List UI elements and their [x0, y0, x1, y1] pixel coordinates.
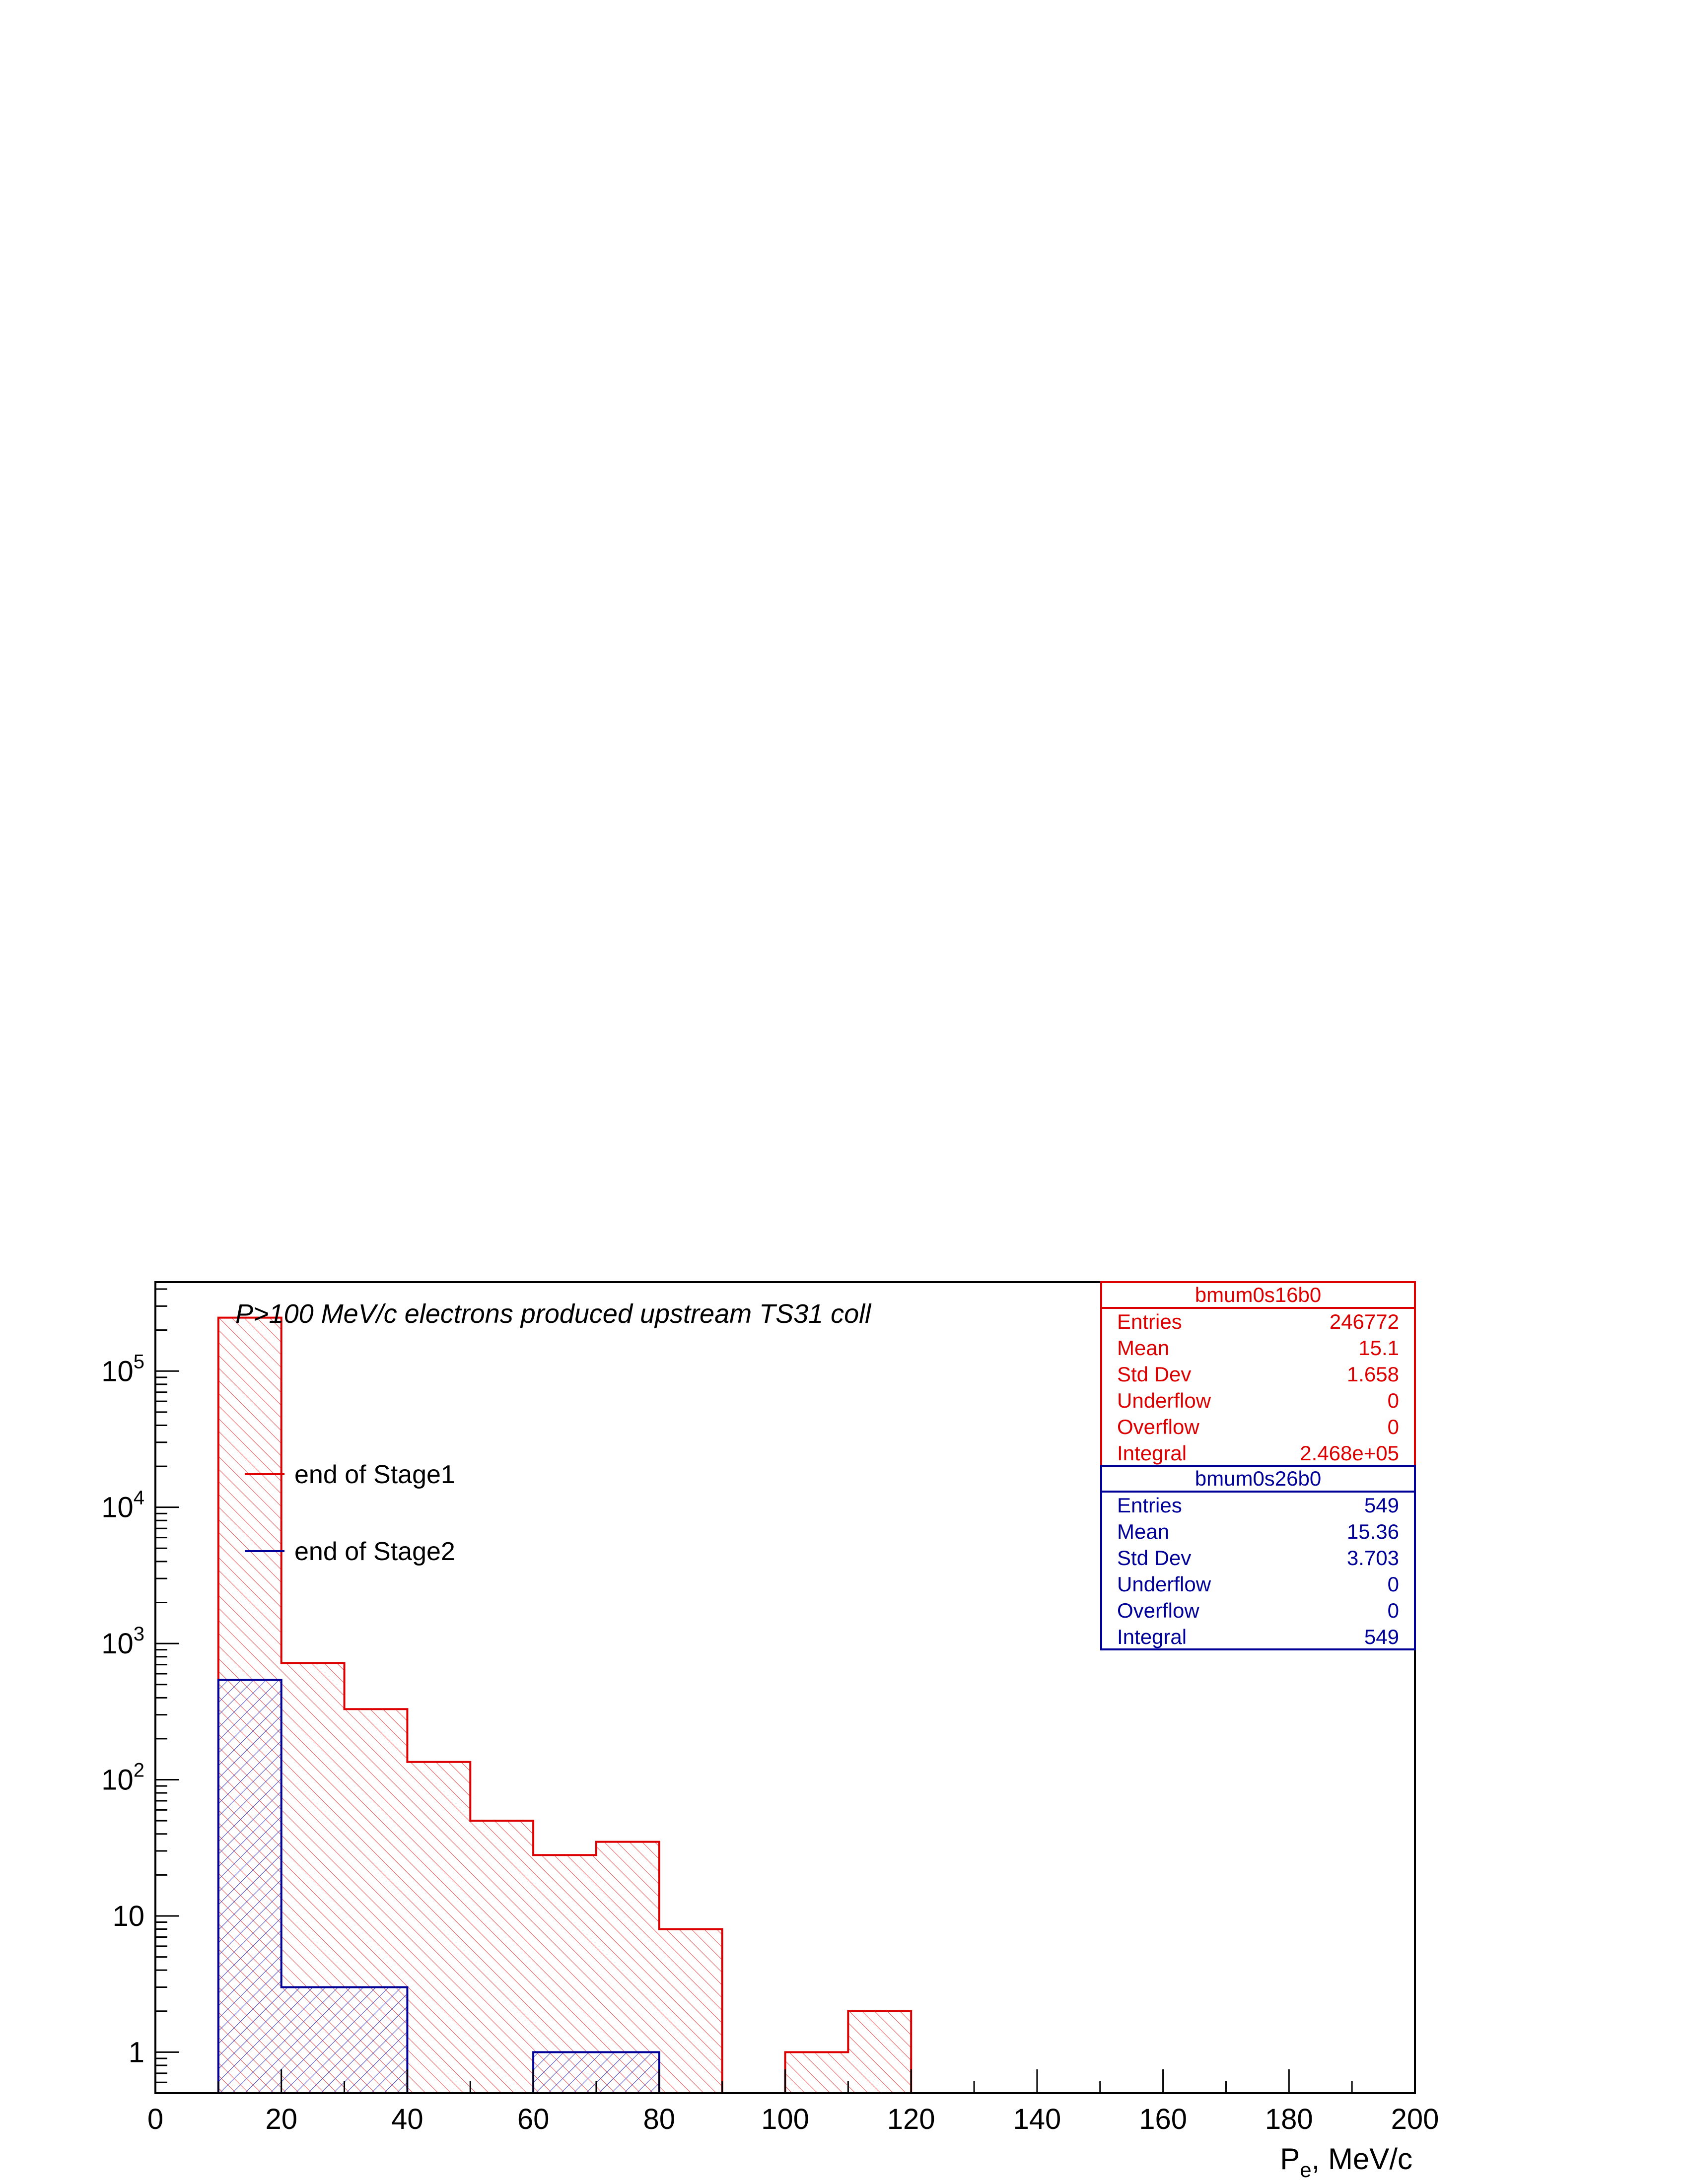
- stats-row-label: Mean: [1117, 1336, 1169, 1360]
- x-tick-label: 80: [643, 2103, 676, 2135]
- stats-row-value: 0: [1388, 1572, 1399, 1596]
- stats-row-label: Underflow: [1117, 1389, 1211, 1412]
- stats-row-label: Overflow: [1117, 1415, 1199, 1438]
- stats-row-value: 1.658: [1347, 1363, 1399, 1386]
- x-axis: 0 20 40 60 80 100 120 140 160 180 200: [147, 2069, 1439, 2135]
- stats-row-value: 549: [1364, 1625, 1399, 1648]
- stats-row-label: Entries: [1117, 1310, 1182, 1333]
- x-tick-label: 100: [761, 2103, 809, 2135]
- stats-row-label: Integral: [1117, 1625, 1187, 1648]
- y-axis: 1 10 102 103 104 105: [101, 1288, 179, 2094]
- y-tick-label: 103: [101, 1623, 144, 1660]
- stats-row-value: 0: [1388, 1389, 1399, 1412]
- stats-row-label: Std Dev: [1117, 1546, 1191, 1570]
- y-tick-label: 105: [101, 1351, 144, 1387]
- stats-box-title: bmum0s16b0: [1195, 1283, 1321, 1306]
- bar-stage1-bin-5: [470, 1821, 534, 2093]
- stats-boxes: bmum0s16b0 Entries 246772 Mean 15.1 Std Dev 1.…: [1100, 1281, 1416, 1650]
- bar-stage2-bin-2: [281, 1987, 345, 2093]
- stats-row-value: 549: [1364, 1494, 1399, 1517]
- y-tick-label: 104: [101, 1487, 144, 1524]
- stats-row-value: 0: [1388, 1599, 1399, 1622]
- stats-row-label: Std Dev: [1117, 1363, 1191, 1386]
- x-tick-label: 60: [517, 2103, 550, 2135]
- stats-row-label: Underflow: [1117, 1572, 1211, 1596]
- x-tick-label: 40: [391, 2103, 423, 2135]
- x-tick-label: 180: [1265, 2103, 1313, 2135]
- stats-row-value: 15.1: [1358, 1336, 1399, 1360]
- x-tick-label: 20: [265, 2103, 297, 2135]
- y-tick-label: 1: [129, 2036, 144, 2068]
- y-tick-label: 102: [101, 1760, 144, 1796]
- histogram-fills: [218, 1317, 912, 2093]
- bar-stage2-bin-6: [533, 2052, 596, 2093]
- legend-label-1: end of Stage1: [294, 1460, 455, 1489]
- x-tick-label: 0: [147, 2103, 163, 2135]
- legend: end of Stage1 end of Stage2: [245, 1460, 455, 1566]
- stats-row-label: Mean: [1117, 1520, 1169, 1543]
- bar-stage1-bin-8: [659, 1929, 722, 2093]
- stats-row-value: 2.468e+05: [1300, 1441, 1399, 1465]
- bar-stage1-bin-4: [407, 1762, 471, 2093]
- x-tick-label: 120: [887, 2103, 935, 2135]
- y-tick-label: 10: [112, 1900, 144, 1932]
- bar-stage1-bin-10: [785, 2052, 848, 2093]
- legend-label-2: end of Stage2: [294, 1537, 455, 1566]
- x-axis-label: Pe, MeV/c: [1280, 2142, 1412, 2182]
- stats-row-label: Overflow: [1117, 1599, 1199, 1622]
- stats-row-label: Integral: [1117, 1441, 1187, 1465]
- stats-row-value: 0: [1388, 1415, 1399, 1438]
- stats-row-label: Entries: [1117, 1494, 1182, 1517]
- stats-row-value: 246772: [1330, 1310, 1399, 1333]
- stats-box-title: bmum0s26b0: [1195, 1467, 1321, 1490]
- bar-stage2-bin-3: [344, 1987, 408, 2093]
- stats-row-value: 15.36: [1347, 1520, 1399, 1543]
- chart-title: P>100 MeV/c electrons produced upstream …: [235, 1299, 872, 1329]
- bar-stage2-bin-1: [218, 1680, 281, 2093]
- stats-row-value: 3.703: [1347, 1546, 1399, 1570]
- x-tick-label: 140: [1013, 2103, 1061, 2135]
- bar-stage2-bin-7: [596, 2052, 659, 2093]
- bar-stage1-bin-11: [848, 2011, 912, 2093]
- x-tick-label: 200: [1391, 2103, 1439, 2135]
- stats-box-2: [1100, 1465, 1416, 1650]
- x-tick-label: 160: [1139, 2103, 1187, 2135]
